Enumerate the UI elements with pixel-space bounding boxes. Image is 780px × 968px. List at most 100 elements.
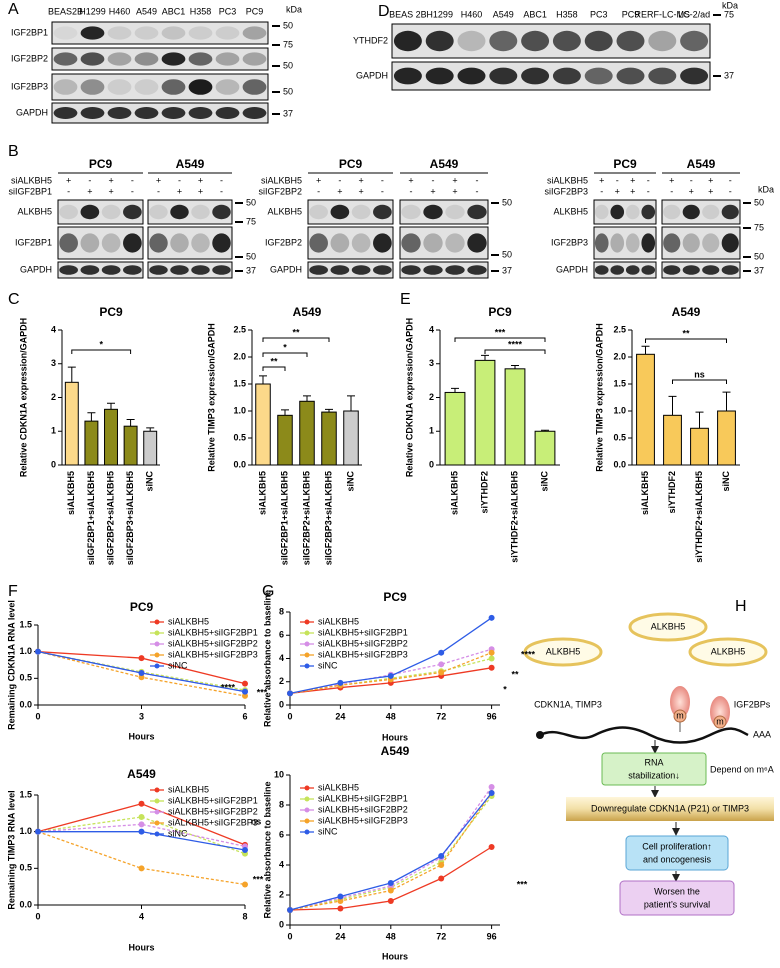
row-label: GAPDH (356, 70, 388, 80)
legend-label: siNC (168, 660, 188, 670)
y-axis-label: Remaining CDKN1A RNA level (6, 600, 16, 730)
x-tick-label: siALKBH5 (66, 471, 76, 515)
enzyme: ALKBH5 (546, 646, 581, 656)
x-tick-label: 0 (287, 711, 292, 721)
band (53, 52, 78, 66)
y-tick-label: 1.0 (233, 405, 246, 415)
x-tick-label: 0 (35, 711, 40, 721)
y-tick-label: 1.0 (19, 826, 32, 836)
significance: *** (517, 879, 528, 889)
y-tick-label: 0 (51, 459, 56, 469)
error-bar (87, 412, 96, 422)
error-bar (281, 409, 289, 416)
y-tick-label: 2 (279, 889, 284, 899)
treatment-sign: + (337, 186, 342, 196)
row-label: GAPDH (556, 264, 588, 274)
band (351, 233, 371, 253)
band (680, 67, 709, 85)
lane-label: ABC1 (523, 9, 547, 19)
band (594, 233, 609, 253)
series-line (289, 795, 493, 911)
treatment-sign: + (669, 175, 674, 185)
y-tick-label: 4 (279, 653, 284, 663)
kda-marker: 75 (754, 222, 764, 232)
treatment-sign: - (67, 186, 70, 196)
legend-marker (154, 630, 160, 636)
y-tick-label: 0.0 (613, 459, 626, 469)
band (212, 204, 231, 220)
legend-marker (304, 807, 310, 813)
legend-marker (154, 663, 160, 669)
band (134, 107, 159, 119)
band (648, 30, 677, 52)
error-bar (641, 345, 650, 355)
point (387, 898, 394, 904)
x-tick-label: siYTHDF2+siALKBH5 (694, 471, 704, 563)
x-tick-label: 0 (35, 911, 40, 921)
legend-label: siALKBH5 (318, 616, 359, 626)
kda-marker: 37 (502, 265, 512, 275)
treatment-sign: - (647, 175, 650, 185)
x-tick-label: siIGF2BP2+siALKBH5 (301, 471, 311, 565)
band (610, 204, 625, 220)
treatment-sign: + (452, 175, 457, 185)
row-label: IGF2BP3 (11, 81, 48, 91)
blot (147, 261, 233, 279)
point (438, 649, 445, 656)
lane-label: H1299 (79, 6, 106, 16)
blot (399, 261, 489, 279)
point (488, 649, 495, 656)
treatment-label: siIGF2BP2 (258, 186, 302, 196)
legend-label: siALKBH5+siIGF2BP2 (168, 806, 258, 816)
y-tick-label: 0.5 (233, 432, 246, 442)
band (242, 79, 267, 95)
error-bar (541, 429, 549, 432)
lane-label: LC-2/ad (678, 9, 710, 19)
y-axis-label: Relative absorbance to baseline (262, 781, 272, 918)
y-tick-label: 1 (51, 426, 56, 436)
significance: *** (495, 327, 506, 337)
significance: ns (251, 816, 262, 826)
x-tick-label: 48 (386, 931, 396, 941)
y-tick-label: 0.5 (613, 432, 626, 442)
band (423, 265, 443, 275)
band (489, 67, 518, 85)
y-tick-label: 1.5 (613, 378, 626, 388)
panel-letter: B (8, 143, 19, 160)
band (680, 30, 709, 52)
point (138, 655, 145, 662)
band (625, 233, 640, 253)
panel-letter: C (8, 291, 20, 308)
bar (690, 427, 709, 466)
bar (504, 368, 526, 466)
band (702, 233, 720, 253)
x-tick-label: siIGF2BP3+siALKBH5 (323, 471, 333, 565)
legend-label: siALKBH5+siIGF2BP3 (168, 817, 258, 827)
row-label: IGF2BP1 (11, 27, 48, 37)
lane-label: H460 (109, 6, 131, 16)
y-axis-label: Relative absorbance to baseline (262, 590, 272, 727)
band (457, 30, 486, 52)
row-label: IGF2BP2 (11, 53, 48, 63)
band (445, 204, 465, 220)
lane-label: A549 (136, 6, 157, 16)
band (641, 265, 656, 275)
blot (51, 73, 269, 101)
error-bar (481, 354, 489, 361)
cell-header: PC9 (339, 157, 363, 171)
treatment-sign: - (410, 186, 413, 196)
band (170, 265, 189, 275)
box-text: RNA (644, 757, 663, 767)
band (552, 30, 581, 52)
band (188, 52, 213, 66)
legend-label: siNC (318, 826, 338, 836)
lane-label: PC9 (622, 9, 640, 19)
band (53, 26, 78, 40)
x-tick-label: siYTHDF2+siALKBH5 (509, 471, 519, 563)
band (702, 204, 720, 220)
point (488, 784, 495, 790)
kda-marker: 75 (246, 216, 256, 226)
band (521, 30, 550, 52)
band (610, 233, 625, 253)
